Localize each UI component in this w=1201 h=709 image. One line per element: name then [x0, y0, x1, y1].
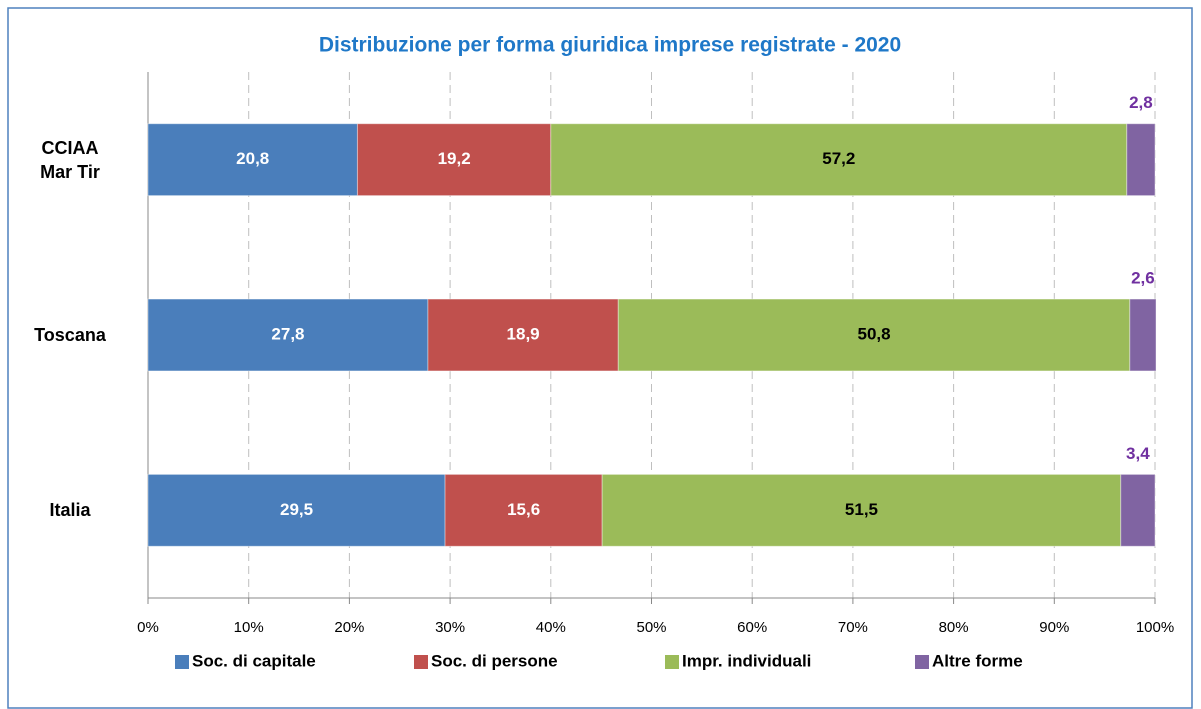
- x-tick-label: 80%: [939, 619, 969, 636]
- legend-marker: [665, 655, 679, 669]
- data-label: 18,9: [507, 324, 540, 343]
- data-label: 27,8: [271, 324, 304, 343]
- x-tick-label: 10%: [234, 619, 264, 636]
- legend-marker: [915, 655, 929, 669]
- bar-segment: [550, 123, 1128, 197]
- bar-segment: [147, 123, 358, 197]
- data-label: 50,8: [858, 324, 891, 343]
- legend-marker: [414, 655, 428, 669]
- legend-label: Altre forme: [932, 651, 1023, 670]
- x-tick-label: 20%: [334, 619, 364, 636]
- y-tick-label: Italia: [49, 500, 91, 521]
- data-label: 2,6: [1131, 269, 1155, 288]
- bar-segment: [427, 298, 619, 372]
- bar-segment: [444, 473, 603, 547]
- data-label: 29,5: [280, 500, 313, 519]
- legend-label: Soc. di capitale: [192, 651, 316, 670]
- data-label: 20,8: [236, 149, 269, 168]
- x-tick-label: 50%: [636, 619, 666, 636]
- x-tick-label: 0%: [137, 619, 159, 636]
- data-label: 51,5: [845, 500, 878, 519]
- data-label: 2,8: [1129, 93, 1153, 112]
- bar-segment: [1120, 473, 1156, 547]
- data-label: 15,6: [507, 500, 540, 519]
- y-tick-label: CCIAA Mar Tir: [40, 137, 100, 182]
- x-tick-label: 70%: [838, 619, 868, 636]
- x-tick-label: 60%: [737, 619, 767, 636]
- data-label: 3,4: [1126, 444, 1150, 463]
- x-tick-label: 90%: [1039, 619, 1069, 636]
- legend-label: Impr. individuali: [682, 651, 811, 670]
- legend-marker: [175, 655, 189, 669]
- data-label: 57,2: [822, 149, 855, 168]
- y-tick-label: Toscana: [34, 325, 106, 345]
- bar-segment: [147, 473, 446, 547]
- chart-title: Distribuzione per forma giuridica impres…: [319, 34, 901, 57]
- x-tick-label: 100%: [1136, 619, 1174, 636]
- bar-segment: [617, 298, 1131, 372]
- x-tick-label: 30%: [435, 619, 465, 636]
- x-tick-label: 40%: [536, 619, 566, 636]
- bar-segment: [356, 123, 552, 197]
- bar-segment: [1129, 298, 1157, 372]
- data-label: 19,2: [438, 149, 471, 168]
- legend-label: Soc. di persone: [431, 651, 558, 670]
- bar-segment: [601, 473, 1122, 547]
- bar-segment: [147, 298, 429, 372]
- bar-segment: [1126, 123, 1156, 197]
